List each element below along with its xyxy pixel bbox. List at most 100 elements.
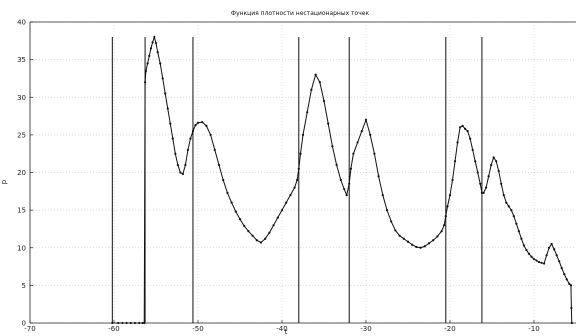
data-point (469, 137, 472, 140)
data-point (176, 163, 179, 167)
data-point (171, 137, 174, 140)
data-point (174, 152, 177, 155)
data-point (440, 230, 443, 233)
data-point (525, 248, 528, 252)
data-point (515, 222, 518, 225)
data-point (255, 239, 258, 242)
data-point (164, 92, 167, 95)
data-point (497, 169, 500, 173)
data-point (299, 152, 302, 155)
data-point (285, 201, 288, 204)
data-point (343, 187, 346, 191)
y-tick-label: 35 (17, 56, 26, 64)
x-tick-label: -30 (360, 325, 371, 333)
data-point (272, 224, 275, 227)
data-point (201, 120, 204, 124)
data-point (458, 126, 462, 129)
data-point (476, 171, 479, 174)
data-point (310, 88, 313, 91)
data-point (148, 54, 151, 57)
data-point (517, 230, 520, 233)
data-point (301, 133, 305, 136)
data-point (296, 178, 299, 182)
data-point (205, 124, 208, 127)
data-point (390, 220, 393, 223)
x-axis-label: t (285, 328, 288, 336)
data-point (226, 191, 229, 194)
data-point (381, 193, 384, 197)
data-point (448, 193, 452, 197)
data-point (436, 235, 439, 238)
data-point (419, 246, 422, 249)
data-point (555, 254, 558, 257)
data-point (345, 193, 348, 197)
data-point (161, 77, 164, 80)
data-point (339, 178, 342, 182)
data-point (482, 191, 485, 194)
data-point (348, 182, 351, 185)
data-point (356, 141, 359, 144)
data-point (487, 175, 490, 178)
data-point (398, 234, 401, 237)
data-point (146, 62, 149, 65)
series-layer (111, 35, 573, 325)
data-point (520, 237, 523, 240)
data-point (184, 163, 187, 167)
data-point (194, 123, 197, 127)
data-point (331, 145, 334, 148)
data-point (461, 124, 464, 127)
x-tick-label: -70 (24, 325, 35, 333)
data-point (251, 234, 254, 237)
data-point (480, 191, 484, 194)
axis-layer: -70 -60 -50 -40 -30 -20 -10 0 5 10 15 20 25 30 35 40 (17, 19, 576, 333)
data-point (156, 51, 159, 54)
data-point (149, 47, 153, 50)
data-point (512, 215, 515, 218)
data-point (213, 148, 216, 152)
data-point (530, 255, 533, 258)
data-point (479, 182, 482, 185)
x-tick-label: -10 (528, 325, 539, 333)
data-point (191, 130, 195, 133)
data-point (247, 230, 250, 233)
x-tick-label: -20 (444, 325, 455, 333)
data-point (259, 241, 263, 244)
data-point (535, 259, 538, 262)
data-point (306, 111, 309, 114)
y-tick-label: 10 (17, 244, 26, 252)
data-point (318, 81, 321, 84)
data-point (540, 261, 543, 264)
data-point (411, 243, 414, 246)
data-point (464, 127, 467, 130)
data-point (169, 122, 172, 125)
data-point (144, 69, 148, 73)
data-point (234, 210, 237, 213)
data-point (423, 245, 426, 248)
data-point (553, 248, 556, 251)
data-point (502, 193, 505, 197)
data-point (373, 152, 376, 155)
data-point (466, 130, 469, 133)
x-tick-label: -60 (108, 325, 119, 333)
y-tick-label: 25 (17, 131, 26, 139)
data-point (243, 224, 246, 228)
data-point (446, 205, 449, 208)
data-point (560, 266, 563, 270)
data-point (451, 178, 454, 182)
data-point (427, 242, 431, 245)
data-point (166, 107, 169, 110)
y-tick-label: 5 (22, 282, 26, 290)
data-point (522, 244, 526, 247)
y-tick-label: 0 (22, 320, 26, 328)
data-point (159, 62, 162, 65)
data-point (471, 148, 474, 152)
data-point (527, 252, 531, 255)
data-point (143, 81, 147, 84)
data-point (568, 282, 571, 285)
data-point (492, 156, 495, 159)
data-point (264, 237, 267, 240)
data-point (364, 118, 368, 121)
data-point (565, 278, 568, 281)
data-point (289, 193, 292, 197)
